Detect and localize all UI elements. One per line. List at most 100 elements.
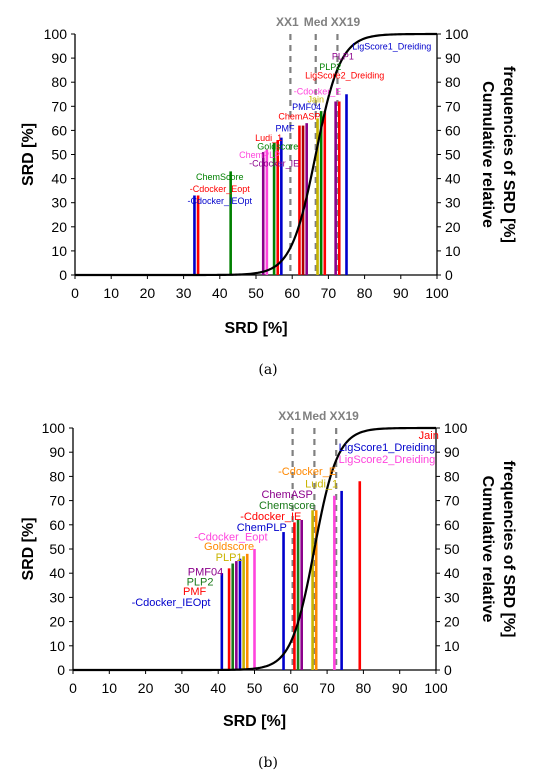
bar-label: Ludi_1 <box>305 478 338 490</box>
x-tick-label: 0 <box>69 680 77 696</box>
y-tick-label-left: 80 <box>49 468 65 484</box>
y-tick-label-right: 10 <box>444 638 460 654</box>
bar <box>319 111 323 276</box>
bar-label: -Cdocker_E <box>278 466 336 478</box>
panel-caption: (b) <box>258 755 278 771</box>
y2-axis-title-line2: frequencies of SRD [%] <box>500 66 517 243</box>
bar-label: -Cdocker_E <box>294 86 342 96</box>
x-tick-label: 20 <box>140 285 156 301</box>
bar-label: -Cdocker_Eopt <box>190 184 251 194</box>
bar-label: LigScore1_Dreiding <box>339 442 436 454</box>
bar <box>323 111 327 276</box>
x-axis-title: SRD [%] <box>223 713 286 730</box>
bar-label: PMF04 <box>188 567 223 579</box>
bar-label: -Cdocker_IEOpt <box>188 196 253 206</box>
bar-label: PMF <box>275 124 295 134</box>
bar-label: Chemscore <box>259 500 315 512</box>
x-tick-label: 40 <box>210 680 226 696</box>
bar-label: LigScore1_Dreiding <box>352 42 431 52</box>
bar <box>316 118 319 275</box>
y-axis-title: SRD [%] <box>20 123 37 186</box>
bar-label: Ludi_1 <box>255 133 282 143</box>
bar-label: ChemPLP <box>237 522 287 534</box>
bar <box>245 553 249 670</box>
y-tick-label-right: 90 <box>445 50 461 66</box>
y-tick-label-left: 60 <box>51 122 67 138</box>
bar <box>340 490 343 670</box>
y-tick-label-right: 60 <box>444 517 460 533</box>
bar <box>193 195 196 275</box>
y-tick-label-right: 50 <box>445 147 461 163</box>
y-tick-label-left: 100 <box>42 420 66 436</box>
y-tick-label-left: 60 <box>49 517 65 533</box>
y-tick-label-left: 10 <box>51 243 67 259</box>
x-tick-label: 80 <box>356 680 372 696</box>
y-tick-label-right: 50 <box>444 541 460 557</box>
y-tick-label-right: 10 <box>445 243 461 259</box>
x-tick-label: 70 <box>321 285 337 301</box>
y-axis-title: SRD [%] <box>20 517 37 580</box>
y-tick-label-right: 60 <box>445 122 461 138</box>
bar <box>314 510 318 670</box>
y-tick-label-left: 70 <box>51 98 67 114</box>
bar-label: PLP1 <box>332 51 354 61</box>
bar <box>229 171 232 275</box>
y-tick-label-right: 20 <box>445 219 461 235</box>
bar <box>345 94 348 275</box>
bar <box>280 137 283 275</box>
bar-label: PMF <box>183 586 207 598</box>
reference-label-med: Med <box>302 409 326 423</box>
bar <box>231 563 235 670</box>
y-tick-label-left: 20 <box>51 219 67 235</box>
reference-label-xx19: XX19 <box>329 409 359 423</box>
bar-label: ChemASP <box>261 489 312 501</box>
bar <box>265 149 269 275</box>
bar <box>196 195 200 275</box>
y-tick-label-left: 0 <box>57 662 65 678</box>
y-tick-label-left: 30 <box>51 195 67 211</box>
x-tick-label: 30 <box>176 285 192 301</box>
x-tick-label: 50 <box>248 285 264 301</box>
bar-label: PLP2 <box>319 62 341 72</box>
bar-label: -Cdocker_IE <box>249 159 299 169</box>
x-tick-label: 60 <box>283 680 299 696</box>
y-tick-label-right: 40 <box>445 171 461 187</box>
x-tick-label: 10 <box>103 285 119 301</box>
y-tick-label-left: 30 <box>49 589 65 605</box>
y-tick-label-right: 40 <box>444 565 460 581</box>
x-tick-label: 30 <box>174 680 190 696</box>
bar <box>253 549 256 670</box>
x-axis-title: SRD [%] <box>224 320 287 337</box>
y-tick-label-right: 100 <box>445 26 469 42</box>
bar <box>296 519 300 670</box>
y-tick-label-left: 80 <box>51 74 67 90</box>
bar <box>227 568 231 670</box>
y-tick-label-left: 10 <box>49 638 65 654</box>
bar-label: ChemScore <box>196 172 244 182</box>
bar <box>235 561 238 670</box>
y-tick-label-right: 90 <box>444 444 460 460</box>
bar <box>293 522 296 670</box>
y-tick-label-right: 30 <box>444 589 460 605</box>
y-tick-label-right: 70 <box>444 493 460 509</box>
bar <box>242 556 245 670</box>
bar <box>282 532 285 670</box>
x-tick-label: 60 <box>284 285 300 301</box>
y-tick-label-right: 80 <box>445 74 461 90</box>
bar-label: PLP2 <box>187 576 214 588</box>
x-tick-label: 50 <box>247 680 263 696</box>
bar-label: ChemASP <box>278 112 320 122</box>
bar <box>334 101 337 275</box>
bar <box>337 101 341 275</box>
bar <box>301 125 305 275</box>
y-tick-label-left: 40 <box>51 171 67 187</box>
bar <box>276 140 280 275</box>
bar-label: PLP1 <box>216 552 243 564</box>
bar <box>298 125 301 275</box>
x-tick-label: 40 <box>212 285 228 301</box>
x-tick-label: 90 <box>393 285 409 301</box>
bar <box>358 481 362 670</box>
